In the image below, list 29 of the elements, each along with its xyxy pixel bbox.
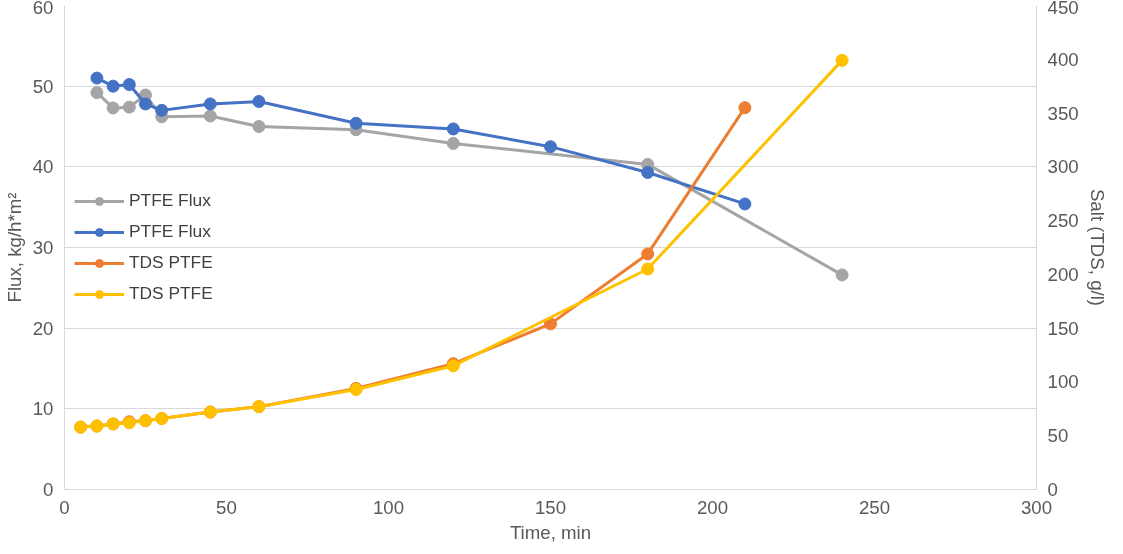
x-tick-label: 100	[372, 496, 405, 518]
y2-tick-label: 150	[1047, 317, 1079, 339]
y2-tick-label: 450	[1047, 0, 1079, 18]
y-tick-label: 40	[32, 156, 54, 178]
y-tick-label: 10	[32, 398, 54, 420]
y-tick-label: 50	[32, 75, 54, 97]
x-tick-label: 0	[59, 496, 70, 518]
x-axis-title: Time, min	[509, 521, 592, 543]
y-tick-label: 60	[32, 0, 54, 18]
y2-tick-label: 300	[1047, 156, 1079, 178]
y2-tick-label: 100	[1047, 371, 1079, 393]
y2-tick-label: 200	[1047, 263, 1079, 285]
legend-label: PTFE Flux	[129, 221, 211, 242]
y-tick-label: 30	[32, 237, 54, 258]
y-tick-label: 20	[32, 317, 54, 339]
legend-label: PTFE Flux	[129, 190, 211, 211]
x-tick-label: 250	[858, 496, 891, 518]
y-axis-title: Flux, kg/h*m²	[3, 192, 25, 303]
legend-label: TDS PTFE	[129, 283, 213, 304]
legend-label: TDS PTFE	[129, 252, 213, 273]
y-tick-label: 0	[43, 479, 54, 500]
x-tick-label: 150	[534, 496, 567, 518]
y2-tick-label: 350	[1047, 102, 1079, 124]
y2-axis-title: Salt (TDS, g/l)	[1086, 188, 1108, 307]
y2-tick-label: 250	[1047, 210, 1079, 232]
x-tick-label: 200	[696, 496, 729, 518]
x-tick-label: 50	[216, 496, 237, 518]
y2-tick-label: 50	[1047, 425, 1069, 447]
y2-tick-label: 400	[1047, 48, 1079, 70]
